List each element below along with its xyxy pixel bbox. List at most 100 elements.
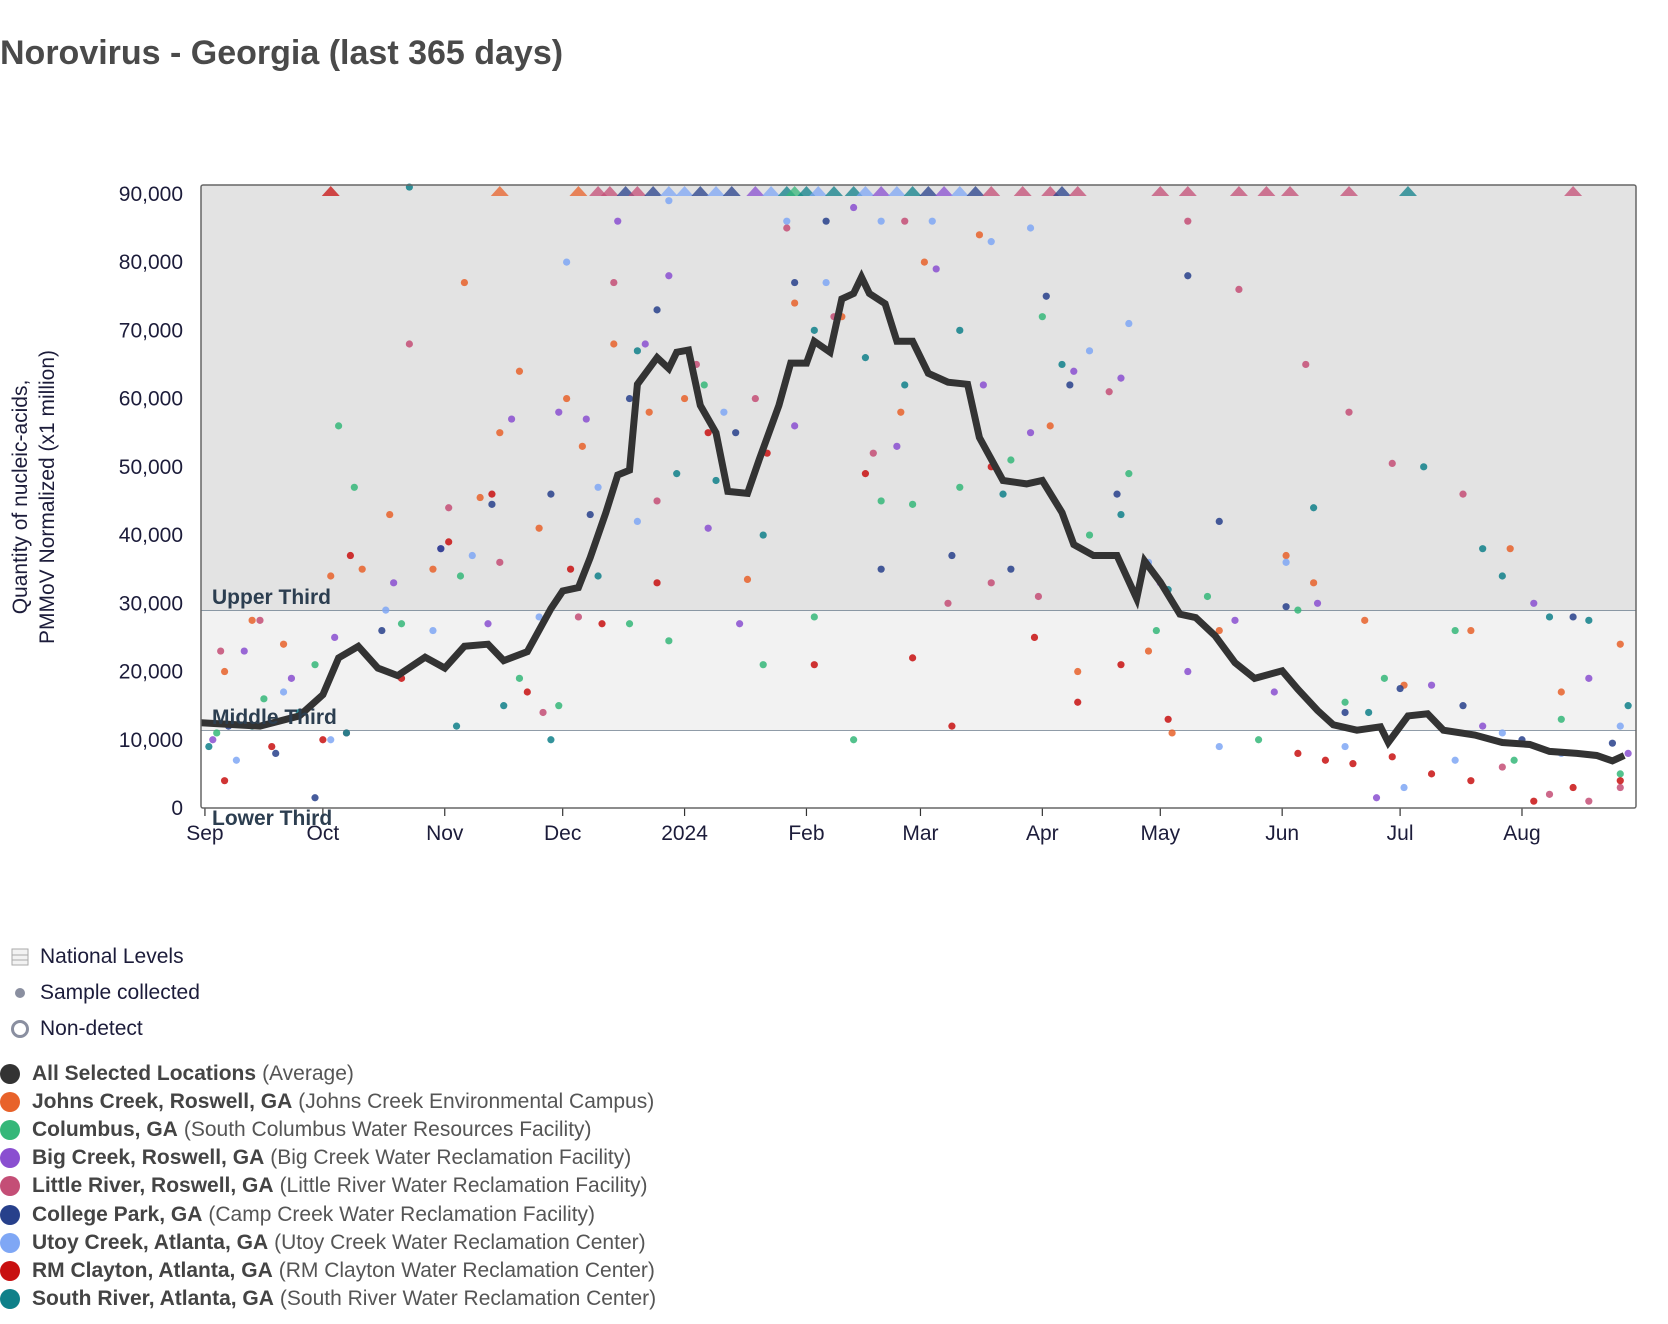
sample-point (791, 278, 799, 287)
sample-point (1117, 510, 1125, 519)
sample-point (1113, 490, 1121, 498)
sample-point (437, 545, 445, 553)
series-detail: (RM Clayton Water Reclamation Center) (278, 1258, 655, 1282)
sample-point (704, 524, 712, 532)
sample-point (319, 736, 327, 744)
sample-point (751, 394, 759, 403)
above-range-triangle (628, 186, 647, 196)
sample-point (1451, 626, 1459, 635)
sample-point (390, 579, 398, 587)
sample-point (1310, 504, 1318, 512)
sample-point (1117, 661, 1125, 669)
sample-point (335, 422, 343, 430)
sample-point (232, 756, 240, 764)
sample-point (1215, 517, 1223, 526)
series-name: South River, Atlanta, GA (32, 1286, 274, 1310)
sample-point (1294, 749, 1302, 758)
legend-series-item[interactable]: RM Clayton, Atlanta, GA (RM Clayton Water… (0, 1259, 655, 1283)
sample-point (429, 626, 437, 635)
sample-point (948, 551, 956, 560)
legend-series-item[interactable]: Little River, Roswell, GA (Little River W… (0, 1174, 648, 1198)
above-range-triangle (982, 186, 1001, 196)
sample-point (594, 572, 602, 580)
sample-point (1545, 790, 1554, 798)
sample-point (350, 483, 358, 491)
sample-point (1380, 674, 1388, 682)
sample-point (555, 408, 563, 416)
sample-point (610, 340, 618, 348)
above-range-triangle (644, 186, 663, 196)
sample-point (1616, 777, 1624, 785)
sample-point (850, 736, 858, 744)
sample-point (500, 702, 508, 710)
series-name: Big Creek, Roswell, GA (32, 1146, 265, 1170)
series-detail: (South River Water Reclamation Center) (279, 1286, 657, 1310)
above-range-triangle (1053, 186, 1071, 196)
sample-point (720, 408, 728, 416)
sample-point (743, 575, 752, 584)
sample-point (1498, 763, 1506, 771)
series-color-dot-icon (0, 1288, 20, 1309)
sample-point (1270, 688, 1278, 696)
band-label: Upper Third (212, 586, 331, 609)
sample-point (1400, 783, 1408, 792)
sample-point (1569, 613, 1577, 621)
sample-point (1427, 681, 1436, 689)
sample-point (1616, 783, 1624, 792)
sample-point (948, 722, 956, 730)
sample-point (1624, 702, 1632, 710)
x-tick-label: Jul (1387, 822, 1414, 845)
above-range-triangle (903, 186, 922, 196)
legend-series-item[interactable]: Johns Creek, Roswell, GA (Johns Creek Env… (0, 1090, 654, 1114)
sample-point (1616, 770, 1624, 778)
sample-point (1388, 459, 1396, 468)
sample-point (1231, 616, 1239, 624)
sample-point (1479, 545, 1487, 553)
sample-point (563, 394, 571, 403)
y-axis-title: PMMoV Normalized (x1 million) (36, 350, 59, 644)
sample-point (1545, 613, 1554, 621)
above-range-triangle (1151, 186, 1170, 196)
sample-point (429, 565, 437, 573)
series-color-dot-icon (0, 1120, 20, 1141)
sample-point (331, 633, 339, 642)
sample-point (1624, 749, 1632, 758)
sample-point (704, 429, 712, 437)
band-label: Lower Third (212, 807, 332, 830)
sample-point (566, 565, 575, 573)
sample-point (625, 620, 634, 628)
sample-point (547, 736, 555, 744)
sample-point (547, 490, 555, 498)
sample-point (1616, 722, 1624, 730)
sample-point (507, 415, 516, 423)
legend-series-item[interactable]: College Park, GA (Camp Creek Water Reclam… (0, 1203, 595, 1227)
sample-point (645, 408, 653, 416)
sample-point (1007, 565, 1015, 573)
above-range-triangle (589, 186, 608, 196)
series-detail: (Utoy Creek Water Reclamation Center) (274, 1230, 646, 1254)
sample-point (563, 258, 571, 266)
legend-series-item[interactable]: South River, Atlanta, GA (South River Wat… (0, 1287, 656, 1311)
sample-point (1074, 698, 1082, 706)
sample-point (445, 538, 453, 546)
sample-point (1467, 626, 1475, 635)
series-name: RM Clayton, Atlanta, GA (32, 1258, 273, 1282)
band-2 (201, 730, 1636, 808)
series-detail: (Camp Creek Water Reclamation Facility) (208, 1202, 596, 1226)
legend-series-item[interactable]: All Selected Locations (Average) (0, 1062, 354, 1086)
sample-point (1420, 463, 1428, 471)
legend-series-item[interactable]: Columbus, GA (South Columbus Water Resour… (0, 1118, 592, 1142)
above-range-triangle (887, 186, 906, 196)
x-tick-label: Jun (1265, 822, 1299, 845)
sample-point (1058, 360, 1066, 369)
legend-series-item[interactable]: Utoy Creek, Atlanta, GA (Utoy Creek Water… (0, 1231, 646, 1255)
band-0 (201, 185, 1636, 611)
sample-point (700, 381, 708, 389)
sample-point (1510, 756, 1518, 764)
x-tick-label: Nov (426, 822, 464, 845)
legend-series-item[interactable]: Big Creek, Roswell, GA (Big Creek Water R… (0, 1146, 631, 1170)
sample-dot-icon (0, 987, 40, 999)
sample-point (877, 565, 885, 573)
sample-point (1074, 667, 1082, 676)
sample-point (653, 579, 661, 587)
